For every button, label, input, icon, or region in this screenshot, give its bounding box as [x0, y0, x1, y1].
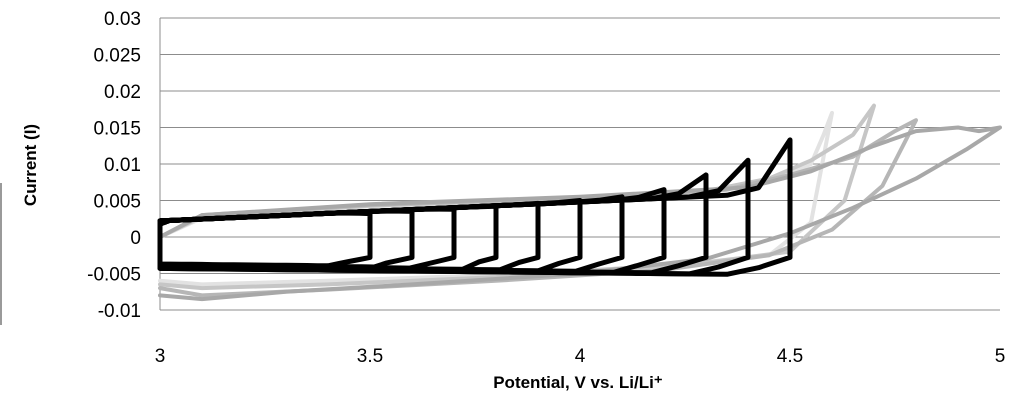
x-tick-labels: 3 3.5 4 4.5 5 — [155, 346, 1006, 367]
y-tick-label: 0 — [130, 228, 141, 249]
y-tick-label: 0.03 — [104, 9, 141, 30]
y-tick-label: 0.025 — [93, 46, 141, 67]
y-tick-label: 0.015 — [93, 119, 141, 140]
y-tick-label: 0.02 — [104, 82, 141, 103]
y-tick-label: -0.01 — [98, 301, 141, 322]
data-series — [157, 103, 1002, 302]
x-tick-label: 4.5 — [777, 346, 803, 367]
x-tick-label: 3.5 — [357, 346, 383, 367]
y-axis-title: Current (I) — [21, 124, 40, 206]
y-tick-label: 0.005 — [93, 192, 141, 213]
x-tick-label: 4 — [575, 346, 586, 367]
y-tick-labels: -0.01 -0.005 0 0.005 0.01 0.015 0.02 0.025 0.03 — [87, 9, 141, 322]
gridlines — [159, 17, 1000, 311]
x-axis-title: Potential, V vs. Li/Li⁺ — [493, 373, 663, 392]
x-tick-label: 3 — [155, 346, 166, 367]
y-tick-label: 0.01 — [104, 155, 141, 176]
chart-frame-edge — [0, 183, 2, 325]
cv-cycle-black — [157, 137, 793, 277]
cv-curve — [158, 125, 1002, 302]
y-tick-label: -0.005 — [87, 265, 141, 286]
x-tick-label: 5 — [995, 346, 1006, 367]
